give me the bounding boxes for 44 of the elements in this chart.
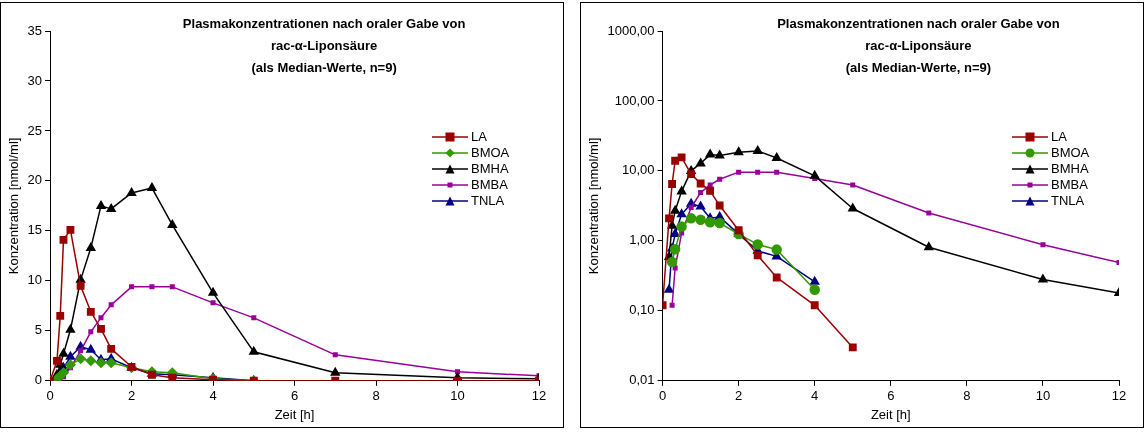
x-tick-label: 10 <box>1035 388 1051 404</box>
legend-label: BMHA <box>1051 161 1089 177</box>
x-tick-label: 4 <box>209 388 217 404</box>
x-tick-label: 10 <box>450 388 465 404</box>
x-tick-label: 12 <box>1111 388 1127 404</box>
legend-label: BMBA <box>471 177 508 193</box>
y-axis-title: Konzentration [nmol/ml] <box>586 137 602 275</box>
y-tick-label: 100,00 <box>614 92 655 108</box>
y-tick-label: 5 <box>34 322 43 338</box>
x-tick-label: 2 <box>127 388 136 404</box>
legend-label: BMOA <box>1051 145 1090 161</box>
x-tick-label: 8 <box>372 388 380 404</box>
y-tick-label: 10 <box>27 272 43 288</box>
x-tick-label: 0 <box>658 388 667 404</box>
y-tick-label: 35 <box>27 22 43 38</box>
y-tick-label: 20 <box>27 172 43 188</box>
y-tick-label: 1000,00 <box>607 22 655 38</box>
y-tick-label: 0 <box>34 372 43 388</box>
y-tick-label: 25 <box>27 122 43 138</box>
y-tick-label: 0,01 <box>629 372 655 388</box>
text: Plasmakonzentrationen nach oraler Gabe von rac-α-Liponsäure (als Median-Werte, n=9) <box>182 15 466 77</box>
x-tick-label: 12 <box>531 388 547 404</box>
legend-label: BMOA <box>471 145 510 161</box>
legend-label: LA <box>471 129 487 145</box>
x-tick-label: 6 <box>887 388 895 404</box>
legend-label: LA <box>1051 129 1067 145</box>
y-axis-title: Konzentration [nmol/ml] <box>6 137 22 275</box>
legend-label: TNLA <box>471 193 505 209</box>
legend-label: BMHA <box>471 161 509 177</box>
x-tick-label: 0 <box>46 388 54 404</box>
x-tick-label: 2 <box>735 388 743 404</box>
y-tick-label: 10,00 <box>622 162 655 178</box>
x-tick-label: 8 <box>963 388 971 404</box>
y-tick-label: 15 <box>27 222 43 238</box>
y-tick-label: 0,10 <box>629 302 655 318</box>
x-tick-label: 6 <box>290 388 299 404</box>
legend-label: TNLA <box>1051 193 1085 209</box>
text: Plasmakonzentrationen nach oraler Gabe von rac-α-Liponsäure (als Median-Werte, n=9) <box>777 15 1060 77</box>
x-axis-title: Zeit [h] <box>274 406 315 422</box>
legend-label: BMBA <box>1051 177 1088 193</box>
y-tick-label: 1,00 <box>629 232 655 248</box>
x-tick-label: 4 <box>811 388 819 404</box>
x-axis-title: Zeit [h] <box>870 406 911 422</box>
y-tick-label: 30 <box>27 72 43 88</box>
